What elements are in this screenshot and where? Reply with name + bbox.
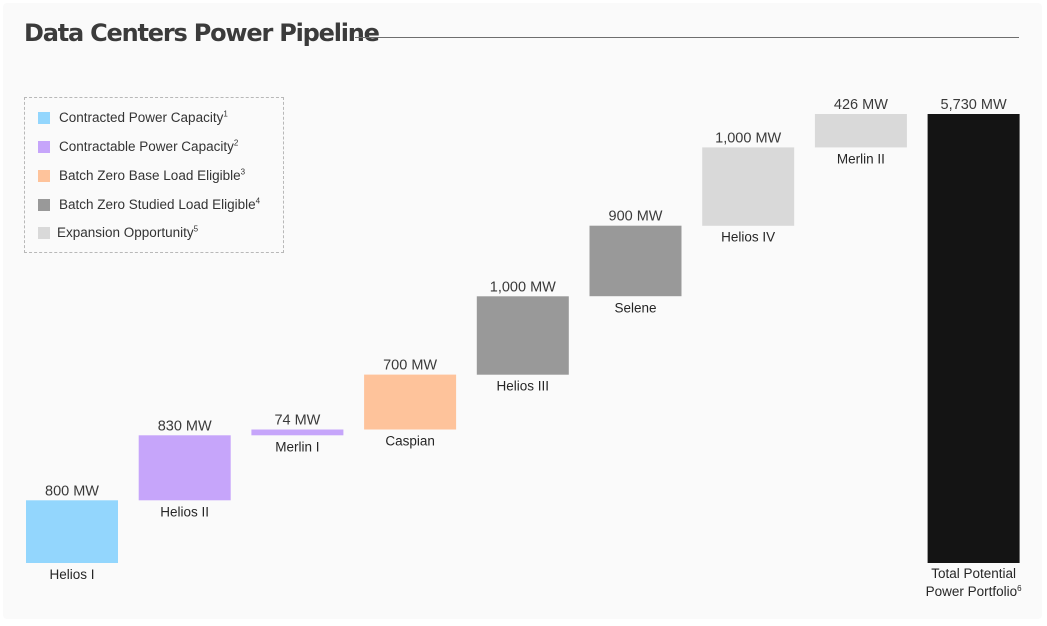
waterfall-bar <box>26 500 118 563</box>
legend-label: Batch Zero Base Load Eligible3 <box>59 168 245 183</box>
category-label: Helios III <box>497 379 550 394</box>
category-label-text: Power Portfolio <box>926 584 1018 599</box>
legend-footnote-marker: 1 <box>223 109 228 119</box>
legend-label-text: Expansion Opportunity <box>57 225 194 240</box>
page-title: Data Centers Power Pipeline <box>24 19 380 47</box>
bar-value-label: 830 MW <box>158 418 212 434</box>
legend-swatch <box>38 170 50 182</box>
category-label: Power Portfolio6 <box>926 584 1023 599</box>
bar-value-label: 1,000 MW <box>715 130 781 146</box>
legend-label: Batch Zero Studied Load Eligible4 <box>59 197 260 212</box>
legend-label: Expansion Opportunity5 <box>57 225 198 240</box>
legend: Contracted Power Capacity1 Contractable P… <box>24 97 284 253</box>
waterfall-bar <box>476 296 569 375</box>
waterfall-bar <box>138 435 231 501</box>
bar-value-label: 5,730 MW <box>941 97 1007 113</box>
category-label: Merlin I <box>275 439 319 454</box>
legend-footnote-marker: 2 <box>233 138 239 148</box>
legend-swatch <box>38 141 50 153</box>
bar-value-label: 900 MW <box>609 209 663 225</box>
category-footnote-marker: 6 <box>1017 584 1022 593</box>
legend-swatch <box>38 112 50 124</box>
legend-label-text: Contracted Power Capacity <box>59 110 224 125</box>
category-label: Selene <box>614 300 656 315</box>
legend-label: Contractable Power Capacity2 <box>59 139 238 154</box>
waterfall-bar <box>702 147 795 226</box>
bar-value-label: 74 MW <box>274 413 320 429</box>
bar-value-label: 1,000 MW <box>490 279 556 295</box>
bar-value-label: 426 MW <box>834 97 888 113</box>
waterfall-bar <box>251 429 344 436</box>
category-label: Helios IV <box>721 230 775 245</box>
bar-value-label: 800 MW <box>45 483 99 499</box>
waterfall-bar <box>589 225 682 297</box>
category-label: Total Potential <box>931 566 1016 581</box>
legend-swatch <box>38 227 50 239</box>
legend-label-text: Batch Zero Studied Load Eligible <box>59 197 256 212</box>
legend-footnote-marker: 3 <box>240 167 246 177</box>
legend-label-text: Batch Zero Base Load Eligible <box>59 168 241 183</box>
category-label: Caspian <box>385 434 435 449</box>
title-divider <box>355 37 1019 38</box>
waterfall-bar <box>364 374 457 430</box>
legend-footnote-marker: 4 <box>255 196 261 206</box>
bar-value-label: 700 MW <box>383 358 437 374</box>
legend-label: Contracted Power Capacity1 <box>59 110 228 125</box>
category-label: Helios I <box>49 567 94 582</box>
legend-label-text: Contractable Power Capacity <box>59 139 234 154</box>
waterfall-bar <box>814 114 907 148</box>
legend-footnote-marker: 5 <box>193 224 199 234</box>
legend-swatch <box>38 199 50 211</box>
total-bar <box>927 114 1020 563</box>
category-label: Merlin II <box>837 151 885 166</box>
category-label: Helios II <box>160 504 209 519</box>
